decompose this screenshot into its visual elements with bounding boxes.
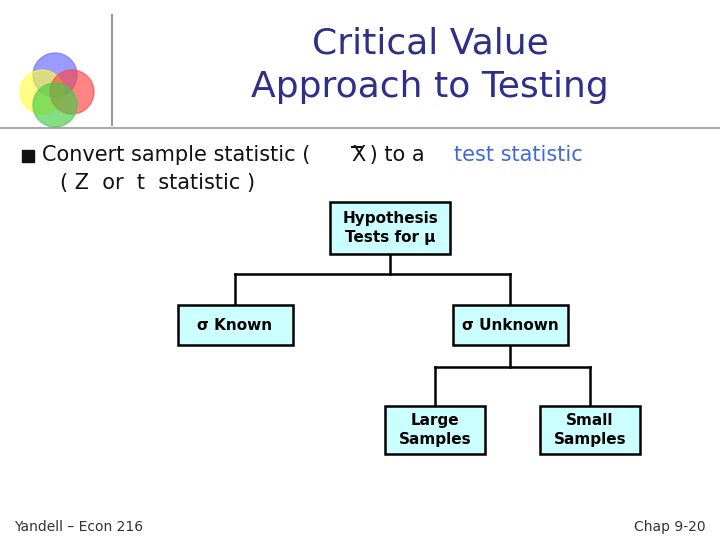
FancyBboxPatch shape	[22, 150, 34, 162]
FancyBboxPatch shape	[178, 305, 292, 345]
Text: ( Z  or  t  statistic ): ( Z or t statistic )	[60, 173, 255, 193]
Circle shape	[33, 83, 77, 127]
Text: σ Unknown: σ Unknown	[462, 318, 559, 333]
Circle shape	[33, 53, 77, 97]
Text: Hypothesis
Tests for μ: Hypothesis Tests for μ	[342, 211, 438, 245]
Text: Small
Samples: Small Samples	[554, 413, 626, 447]
Text: Convert sample statistic (: Convert sample statistic (	[42, 145, 317, 165]
Text: Critical Value
Approach to Testing: Critical Value Approach to Testing	[251, 26, 609, 104]
Text: ) to a: ) to a	[363, 145, 431, 165]
Text: X: X	[351, 145, 366, 165]
Circle shape	[50, 70, 94, 114]
Text: test statistic: test statistic	[454, 145, 583, 165]
FancyBboxPatch shape	[540, 406, 640, 454]
Text: Yandell – Econ 216: Yandell – Econ 216	[14, 520, 143, 534]
Circle shape	[20, 70, 64, 114]
FancyBboxPatch shape	[452, 305, 567, 345]
FancyBboxPatch shape	[385, 406, 485, 454]
Text: Large
Samples: Large Samples	[399, 413, 472, 447]
Text: Chap 9-20: Chap 9-20	[634, 520, 706, 534]
FancyBboxPatch shape	[330, 202, 450, 254]
Text: σ Known: σ Known	[197, 318, 273, 333]
